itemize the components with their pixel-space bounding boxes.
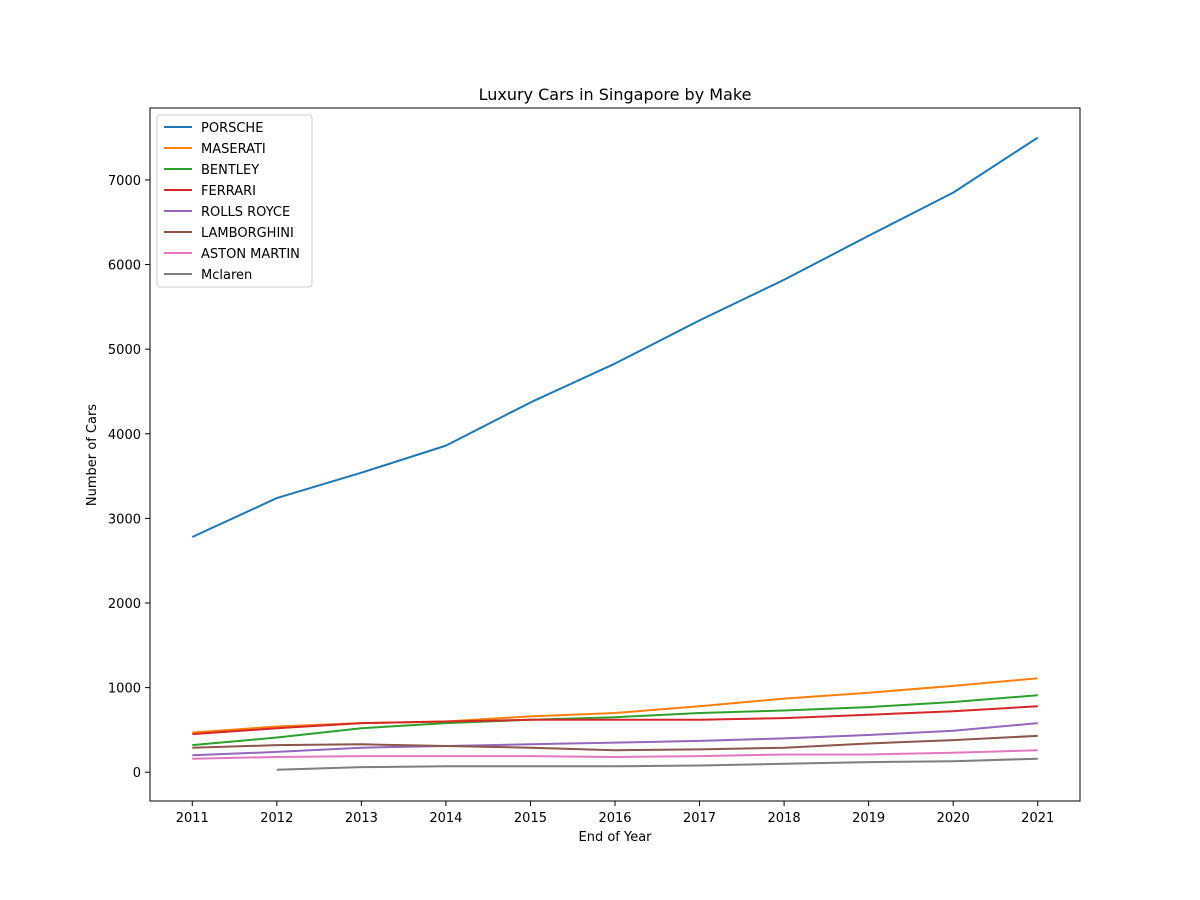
series-line-bentley [192,694,1038,747]
y-tick-label: 5000 [108,343,141,358]
y-tick-label: 3000 [108,512,141,527]
y-tick-label: 2000 [108,597,141,612]
y-tick-label: 1000 [108,682,141,697]
series-line-rolls-royce [192,722,1038,757]
x-tick-label: 2013 [345,811,378,826]
legend-box [156,114,313,288]
y-axis: 0 1000 2000 3000 4000 5000 6000 7000 [108,174,150,781]
legend-label-lamborghini: LAMBORGHINI [201,226,294,241]
series-line-ferrari [192,705,1038,736]
legend-label-bentley: BENTLEY [201,163,259,178]
legend-label-rolls-royce: ROLLS ROYCE [201,205,290,220]
series-lines [191,136,1039,771]
plot-area [149,107,1081,802]
chart-title: Luxury Cars in Singapore by Make [479,85,752,104]
x-tick-label: 2014 [429,811,462,826]
x-tick-label: 2019 [852,811,885,826]
y-tick-label: 7000 [108,174,141,189]
x-tick-label: 2015 [514,811,547,826]
x-tick-label: 2012 [260,811,293,826]
x-tick-label: 2021 [1021,811,1054,826]
legend-label-mclaren: Mclaren [201,268,252,283]
x-tick-label: 2016 [598,811,631,826]
series-line-porsche [191,136,1039,538]
y-axis-label: Number of Cars [85,404,100,506]
y-tick-label: 0 [133,766,141,781]
legend-label-maserati: MASERATI [201,142,266,157]
y-tick-label: 6000 [108,259,141,274]
x-tick-label: 2018 [768,811,801,826]
x-axis-label: End of Year [578,830,652,845]
series-line-aston-martin [192,749,1038,760]
legend-label-ferrari: FERRARI [201,184,256,199]
legend: PORSCHE MASERATI BENTLEY FERRARI ROLLS ROYCE… [156,114,313,288]
x-tick-label: 2020 [937,811,970,826]
legend-label-porsche: PORSCHE [201,121,263,136]
legend-label-aston-martin: ASTON MARTIN [201,247,300,262]
series-line-mclaren [276,757,1038,771]
series-line-lamborghini [192,734,1038,752]
y-tick-label: 4000 [108,428,141,443]
x-tick-label: 2017 [683,811,716,826]
x-tick-label: 2011 [176,811,209,826]
x-axis: 2011 2012 2013 2014 2015 2016 2017 2018 2019 2020… [176,801,1054,826]
